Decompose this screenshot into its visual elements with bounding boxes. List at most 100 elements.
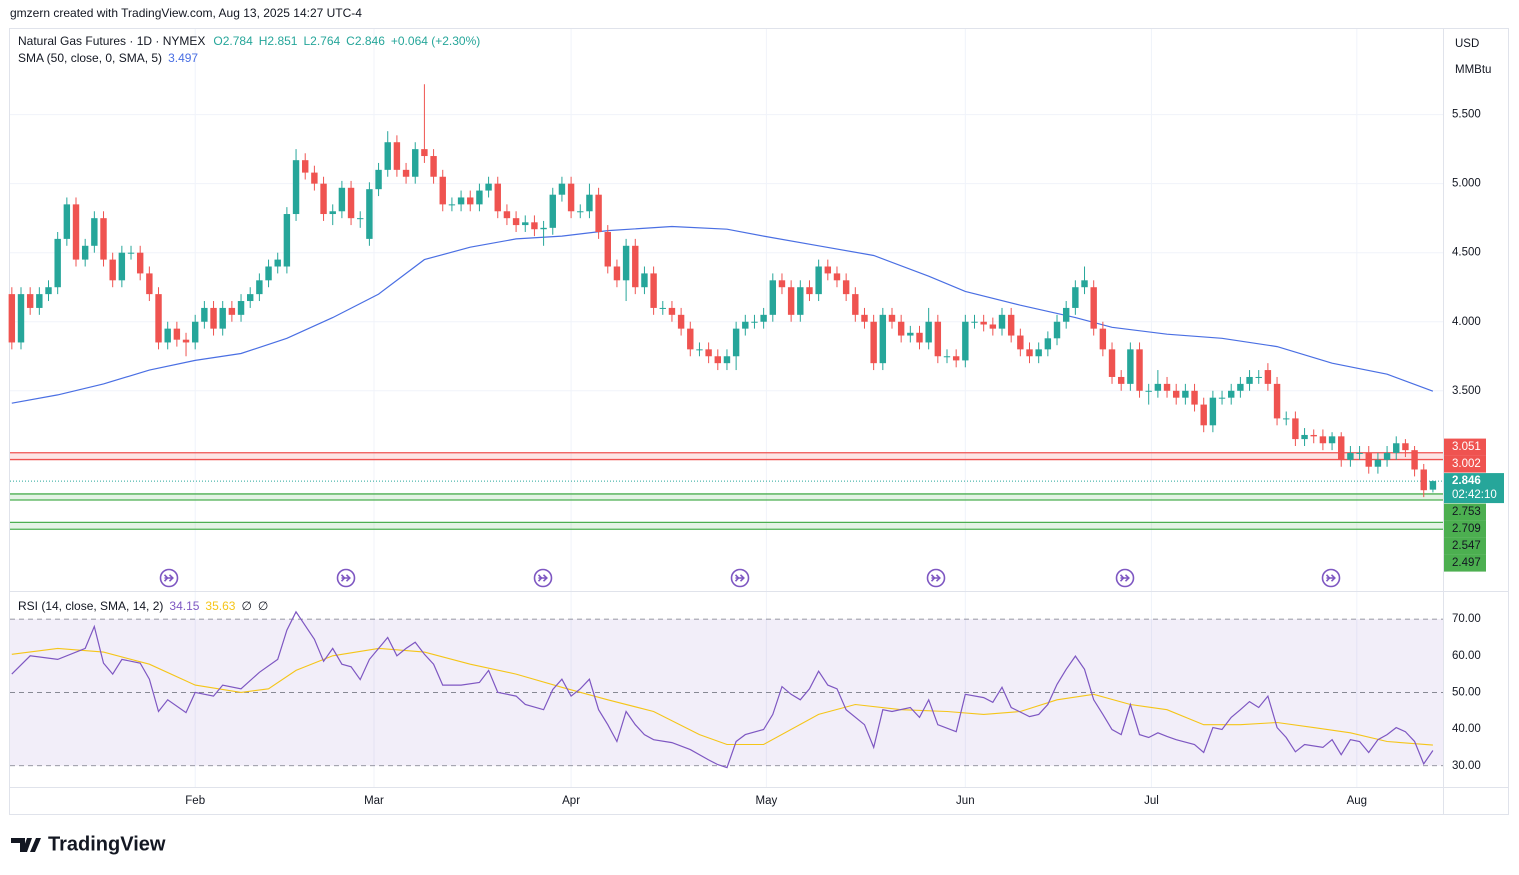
quote-open: O2.784 xyxy=(213,34,253,48)
candle-body xyxy=(375,169,382,190)
candle-body xyxy=(540,227,547,230)
candle-body xyxy=(897,321,905,336)
candle-body xyxy=(549,194,556,228)
candle-body xyxy=(1429,481,1437,490)
candle-body xyxy=(888,314,896,322)
candle-body xyxy=(109,259,116,281)
candle-body xyxy=(1347,452,1354,460)
event-icon[interactable] xyxy=(926,568,946,588)
candle-body xyxy=(421,149,428,157)
candle-body xyxy=(916,332,923,343)
candle-body xyxy=(1035,349,1042,357)
rsi-tick-label: 60.00 xyxy=(1452,650,1481,662)
candle-body xyxy=(751,321,758,323)
y-tick-label: 3.500 xyxy=(1452,385,1481,397)
event-icon[interactable] xyxy=(533,568,553,588)
event-icon[interactable] xyxy=(159,568,179,588)
candle-body xyxy=(347,187,355,219)
candle-body xyxy=(989,324,997,329)
candle-body xyxy=(1255,376,1262,378)
candle-body xyxy=(118,252,126,281)
candle-body xyxy=(650,273,657,308)
last-price-tag xyxy=(1444,473,1504,504)
candle-body xyxy=(998,314,1006,329)
y-tick-label: 4.000 xyxy=(1452,316,1481,328)
candle-body xyxy=(164,328,171,343)
candle-body xyxy=(45,287,52,295)
candle-body xyxy=(852,294,859,315)
candle-body xyxy=(467,197,474,205)
event-icon[interactable] xyxy=(336,568,356,588)
brand: TradingView xyxy=(48,833,166,855)
candle-body xyxy=(1228,390,1235,398)
level-label: 2.547 xyxy=(1452,540,1481,552)
candle-body xyxy=(1237,383,1244,391)
level-label: 2.753 xyxy=(1452,506,1481,518)
candle-body xyxy=(1172,390,1180,398)
candle-body xyxy=(815,266,822,295)
candle-body xyxy=(173,328,181,340)
x-tick-label: Mar xyxy=(364,795,384,807)
candle-body xyxy=(677,314,685,329)
candle-body xyxy=(522,222,529,226)
last-price-label: 2.846 xyxy=(1452,475,1481,487)
candle-body xyxy=(256,280,263,295)
candle-body xyxy=(925,321,932,343)
level-tag xyxy=(1444,520,1486,538)
candle-body xyxy=(26,294,34,308)
level-tag xyxy=(1444,537,1486,555)
event-icon[interactable] xyxy=(730,568,750,588)
candle-body xyxy=(641,273,648,288)
candle-body xyxy=(402,169,410,177)
x-tick-label: Apr xyxy=(562,795,580,807)
event-icon[interactable] xyxy=(1115,568,1135,588)
y-tick-label: 5.000 xyxy=(1452,178,1481,190)
candle-body xyxy=(824,266,832,274)
candle-body xyxy=(228,307,236,315)
rsi-legend-value: 34.15 xyxy=(169,599,199,613)
event-icon[interactable] xyxy=(1321,568,1341,588)
candle-body xyxy=(36,294,43,308)
level-label: 3.002 xyxy=(1452,458,1481,470)
candle-body xyxy=(1099,328,1107,350)
candle-body xyxy=(393,142,401,170)
candle-body xyxy=(622,245,630,281)
sma-line xyxy=(11,225,1434,404)
candle-body xyxy=(1383,452,1391,460)
legend: Natural Gas Futures · 1D · NYMEX O2.784 H2… xyxy=(18,34,480,613)
candle-body xyxy=(439,176,446,205)
level-tag xyxy=(1444,554,1486,572)
candle-body xyxy=(1182,390,1189,398)
candle-body xyxy=(806,287,813,295)
candle-body xyxy=(668,307,676,315)
candle-body xyxy=(1328,436,1336,444)
currency: USD xyxy=(1455,38,1479,50)
candle-body xyxy=(246,294,254,302)
candle-body xyxy=(292,160,300,215)
candle-body xyxy=(797,287,804,315)
candle-body xyxy=(1072,287,1079,308)
rsi-tick-label: 70.00 xyxy=(1452,613,1481,625)
candle-body xyxy=(1292,418,1299,440)
level-label: 2.709 xyxy=(1452,523,1481,535)
candle-body xyxy=(366,189,373,239)
zones xyxy=(10,452,1443,530)
sma-legend-value: 3.497 xyxy=(168,51,198,65)
candle-body xyxy=(558,183,566,195)
candle-body xyxy=(1393,443,1400,453)
candle-body xyxy=(696,349,703,351)
x-tick-label: Aug xyxy=(1347,795,1367,807)
plot xyxy=(8,84,1437,769)
level-tag xyxy=(1444,503,1486,521)
candle-body xyxy=(1117,376,1125,384)
zone xyxy=(10,522,1443,530)
candle-body xyxy=(357,218,364,220)
candle-body xyxy=(329,211,336,215)
candle-body xyxy=(778,280,786,288)
candle-body xyxy=(182,339,190,343)
unit: MMBtu xyxy=(1455,64,1491,76)
candle-body xyxy=(742,321,749,329)
candle-body xyxy=(787,287,795,315)
chart-frame xyxy=(9,28,1509,815)
candle-body xyxy=(136,252,144,274)
